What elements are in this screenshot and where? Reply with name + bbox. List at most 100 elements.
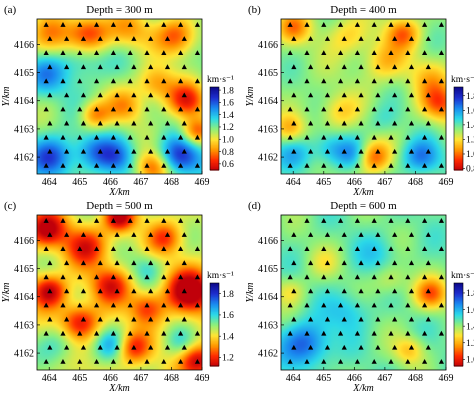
y-tick-label: 4165 (258, 68, 278, 79)
colorbar: 1.2 1.4 1.6 1.8 km·s⁻¹ (207, 271, 234, 367)
station-marker (375, 232, 381, 237)
station-marker (77, 330, 83, 336)
colorbar-segment (210, 345, 219, 348)
station-marker (93, 162, 100, 168)
station-marker (324, 36, 331, 41)
colorbar-segment (210, 140, 219, 143)
colorbar-segment (454, 303, 463, 306)
station-marker (405, 22, 411, 27)
station-marker (308, 260, 314, 266)
colorbar-segment (210, 111, 219, 114)
station-marker (425, 232, 431, 237)
station-marker (371, 134, 377, 140)
colorbar-tick-label: 1.2 (466, 136, 474, 146)
colorbar-segment (454, 318, 463, 321)
x-tick-label: 469 (195, 373, 210, 384)
station-marker (178, 106, 184, 112)
colorbar-segment (454, 363, 463, 366)
station-marker (405, 358, 411, 364)
station-marker (80, 232, 87, 237)
colorbar-segment (210, 364, 219, 367)
colorbar-tick-label: 1.4 (466, 121, 474, 131)
colorbar-unit: km·s⁻¹ (207, 75, 234, 85)
station-marker (392, 148, 398, 154)
station-marker (371, 50, 377, 56)
station-marker (392, 344, 398, 350)
station-marker (144, 50, 150, 56)
station-marker (178, 134, 184, 140)
station-marker (341, 120, 347, 126)
station-marker (392, 232, 398, 237)
station-marker (181, 120, 187, 126)
colorbar-segment (210, 124, 219, 127)
station-marker (304, 246, 310, 252)
colorbar-segment (454, 357, 463, 360)
colorbar-segment (454, 96, 463, 99)
colorbar-segment (454, 160, 463, 163)
colorbar-segment (454, 167, 463, 170)
station-marker (287, 162, 293, 168)
colorbar-segment (454, 95, 463, 98)
station-marker (80, 316, 87, 322)
station-marker (93, 106, 100, 112)
station-marker (80, 344, 87, 350)
colorbar-segment (210, 287, 219, 290)
colorbar-segment (454, 298, 463, 301)
colorbar-segment (454, 114, 463, 117)
station-marker (97, 64, 103, 70)
station-marker (127, 302, 133, 308)
station-marker (308, 92, 314, 98)
colorbar-segment (210, 110, 219, 113)
colorbar-segment (454, 107, 463, 110)
y-tick-label: 4166 (14, 236, 34, 247)
colorbar-segment (210, 317, 219, 320)
colorbar-segment (454, 161, 463, 164)
station-marker (93, 50, 100, 56)
colorbar-segment (210, 152, 219, 154)
colorbar-segment (210, 104, 219, 107)
station-marker (194, 274, 201, 280)
colorbar-tick-label: 1.0 (466, 356, 474, 366)
station-marker (425, 92, 431, 98)
station-marker (114, 64, 120, 70)
station-marker (324, 92, 331, 98)
y-tick-label: 4164 (258, 292, 278, 303)
station-marker (375, 344, 381, 350)
colorbar-tick-label: 0.8 (222, 148, 234, 158)
colorbar-segment (210, 145, 219, 148)
colorbar-segment (210, 128, 219, 131)
station-marker (324, 64, 331, 70)
colorbar-segment (454, 99, 463, 102)
station-marker (422, 162, 428, 168)
station-marker (144, 274, 150, 280)
station-marker (425, 288, 431, 294)
colorbar-segment (454, 168, 463, 171)
station-marker (161, 162, 167, 168)
station-marker (341, 344, 347, 350)
station-marker (287, 302, 293, 308)
station-marker (114, 120, 120, 126)
colorbar-segment (210, 109, 219, 112)
station-marker (144, 106, 150, 112)
station-marker (375, 148, 381, 154)
colorbar-segment (210, 125, 219, 128)
panel-a: 464 465 466 467 468 469 4162 4163 4164 4165 4166 X/… (1, 4, 234, 198)
colorbar-segment (210, 357, 219, 360)
colorbar-segment (454, 145, 463, 148)
x-axis-label: X/km (352, 383, 374, 394)
station-marker (43, 330, 49, 336)
station-marker (324, 344, 331, 350)
station-marker (64, 316, 70, 322)
colorbar-tick-label: 1.2 (466, 339, 474, 349)
colorbar-segment (210, 342, 219, 345)
colorbar-tick-label: 1.8 (222, 290, 234, 300)
station-marker (64, 344, 70, 350)
station-marker (60, 106, 66, 112)
colorbar-segment (454, 283, 463, 285)
station-marker (127, 358, 133, 364)
colorbar-segment (454, 332, 463, 335)
station-marker (194, 134, 201, 140)
x-tick-label: 467 (133, 177, 148, 188)
y-axis-label: Y/km (1, 87, 12, 107)
colorbar-segment (210, 360, 219, 363)
